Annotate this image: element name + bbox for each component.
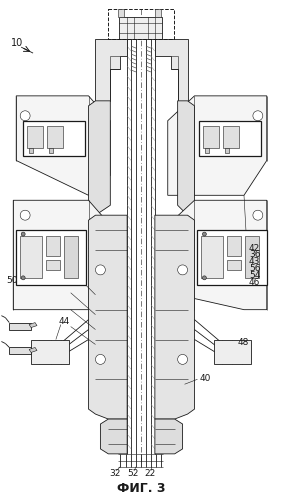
Bar bbox=[203, 126, 219, 148]
Polygon shape bbox=[168, 200, 267, 310]
Bar bbox=[108, 10, 174, 39]
Bar bbox=[245, 236, 259, 278]
Bar bbox=[20, 236, 42, 278]
Circle shape bbox=[178, 354, 188, 364]
Polygon shape bbox=[89, 215, 127, 419]
Circle shape bbox=[253, 210, 263, 220]
Bar bbox=[225, 148, 229, 152]
Polygon shape bbox=[155, 419, 183, 454]
Polygon shape bbox=[168, 96, 267, 196]
Polygon shape bbox=[31, 340, 69, 364]
Text: 43: 43 bbox=[249, 258, 260, 266]
Text: 42: 42 bbox=[249, 244, 260, 252]
Text: 52: 52 bbox=[127, 470, 139, 478]
Bar bbox=[223, 126, 239, 148]
Circle shape bbox=[20, 111, 30, 120]
Bar bbox=[205, 148, 209, 152]
Bar bbox=[23, 120, 85, 156]
Bar bbox=[201, 236, 223, 278]
Text: ФИГ. 3: ФИГ. 3 bbox=[117, 482, 165, 495]
Polygon shape bbox=[89, 101, 110, 215]
Text: 40: 40 bbox=[200, 374, 211, 383]
Bar bbox=[27, 126, 43, 148]
Bar bbox=[64, 236, 78, 278]
Text: 54: 54 bbox=[249, 272, 260, 280]
Circle shape bbox=[20, 210, 30, 220]
Bar bbox=[118, 10, 124, 18]
Polygon shape bbox=[95, 39, 127, 101]
Text: 50: 50 bbox=[6, 276, 18, 285]
Circle shape bbox=[202, 232, 206, 236]
Circle shape bbox=[202, 276, 206, 280]
Circle shape bbox=[21, 232, 25, 236]
Text: 36: 36 bbox=[249, 250, 260, 260]
Polygon shape bbox=[100, 419, 127, 454]
Text: 22: 22 bbox=[144, 470, 156, 478]
Text: 48: 48 bbox=[238, 338, 249, 347]
Polygon shape bbox=[9, 322, 31, 330]
Circle shape bbox=[95, 354, 105, 364]
Bar bbox=[46, 260, 60, 270]
Polygon shape bbox=[29, 322, 37, 328]
Bar bbox=[227, 236, 241, 256]
Polygon shape bbox=[155, 39, 188, 101]
Circle shape bbox=[253, 111, 263, 120]
Circle shape bbox=[21, 276, 25, 280]
Polygon shape bbox=[214, 340, 251, 364]
Text: 46: 46 bbox=[249, 278, 260, 287]
Polygon shape bbox=[9, 348, 31, 354]
Text: 56: 56 bbox=[249, 264, 260, 274]
Bar bbox=[16, 230, 85, 285]
Circle shape bbox=[178, 265, 188, 275]
Text: 10: 10 bbox=[11, 38, 23, 48]
Bar bbox=[155, 10, 161, 18]
Polygon shape bbox=[155, 215, 194, 419]
Bar bbox=[29, 148, 33, 152]
Polygon shape bbox=[29, 348, 37, 352]
Bar bbox=[198, 230, 267, 285]
Bar bbox=[200, 120, 261, 156]
Circle shape bbox=[95, 265, 105, 275]
Bar bbox=[227, 260, 241, 270]
Bar bbox=[49, 148, 53, 152]
Text: 32: 32 bbox=[110, 470, 121, 478]
Polygon shape bbox=[13, 200, 110, 310]
Text: 44: 44 bbox=[59, 317, 70, 326]
Polygon shape bbox=[119, 18, 162, 39]
Bar bbox=[47, 126, 63, 148]
Polygon shape bbox=[178, 101, 194, 215]
Polygon shape bbox=[16, 96, 110, 196]
Bar bbox=[46, 236, 60, 256]
